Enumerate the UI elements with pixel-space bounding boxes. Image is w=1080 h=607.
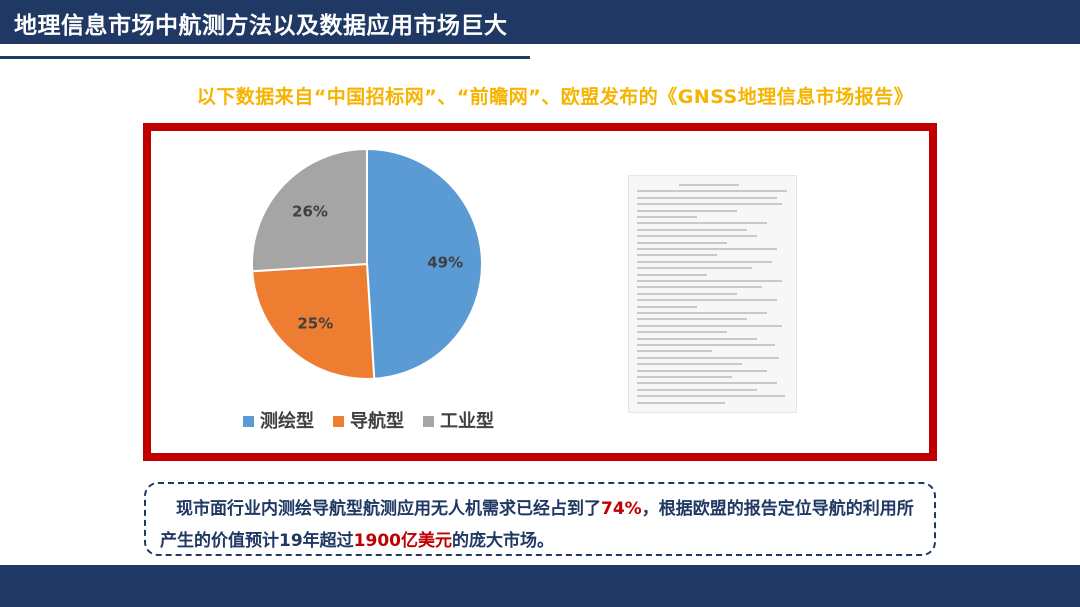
- legend-swatch: [333, 416, 344, 427]
- pie-chart: 49% 25% 26% 测绘型 导航型 工业型: [243, 147, 494, 432]
- document-text-line: [637, 337, 757, 340]
- document-text-line: [637, 312, 767, 314]
- pie-data-label: 26%: [292, 202, 328, 220]
- summary-note: 现市面行业内测绘导航型航测应用无人机需求已经占到了74%，根据欧盟的报告定位导航…: [144, 482, 936, 556]
- document-text-line: [637, 228, 747, 231]
- document-text-line: [637, 280, 782, 282]
- source-subtitle: 以下数据来自“中国招标网”、“前瞻网”、欧盟发布的《GNSS地理信息市场报告》: [196, 86, 914, 108]
- document-text-line: [637, 260, 772, 263]
- pie-data-label: 49%: [427, 254, 463, 272]
- document-text-line: [637, 401, 725, 404]
- document-text-line: [637, 331, 727, 334]
- pie-slice-测绘型: [366, 147, 483, 380]
- document-text-line: [637, 299, 777, 302]
- document-text-line: [637, 267, 752, 270]
- title-underline: [0, 56, 530, 59]
- document-text-line: [637, 382, 777, 385]
- footer-bar: [0, 565, 1080, 607]
- page-title: 地理信息市场中航测方法以及数据应用市场巨大: [14, 13, 508, 39]
- document-text-line: [637, 305, 697, 308]
- document-text-line: [679, 184, 739, 186]
- pie-slice-导航型: [251, 262, 376, 380]
- document-text-line: [637, 222, 767, 225]
- document-text-line: [637, 254, 717, 257]
- document-text-line: [637, 363, 742, 366]
- pie-data-label: 25%: [297, 315, 333, 333]
- legend-label: 测绘型: [260, 410, 314, 432]
- legend-label: 导航型: [350, 410, 404, 432]
- document-text-line: [637, 190, 787, 193]
- document-text-line: [637, 356, 779, 359]
- legend-label: 工业型: [440, 410, 494, 432]
- document-text-line: [637, 324, 782, 327]
- document-text-line: [637, 350, 712, 353]
- document-text-line: [637, 318, 747, 321]
- summary-highlight-value: 1900亿美元: [353, 531, 452, 551]
- summary-part-1: 现市面行业内测绘导航型航测应用无人机需求已经占到了: [176, 499, 601, 519]
- legend-swatch: [423, 416, 434, 427]
- document-text-line: [637, 292, 737, 295]
- document-text-line: [637, 369, 767, 372]
- document-text-line: [637, 376, 732, 378]
- document-text-line: [637, 235, 757, 238]
- pie-slice-工业型: [251, 147, 368, 273]
- document-text-line: [637, 196, 777, 199]
- summary-part-2: ，根据欧盟的报告定位导航的利用所产生的价值预计19年超过: [160, 499, 914, 551]
- document-text-line: [637, 344, 775, 346]
- document-text-line: [637, 273, 707, 276]
- document-text-line: [637, 248, 777, 250]
- document-text-line: [637, 388, 757, 391]
- summary-text: 现市面行业内测绘导航型航测应用无人机需求已经占到了74%，根据欧盟的报告定位导航…: [160, 493, 916, 557]
- document-text-line: [637, 286, 762, 289]
- document-text-line: [637, 241, 727, 244]
- summary-part-3: 的庞大市场。: [452, 531, 554, 551]
- report-document-image: [628, 175, 797, 413]
- summary-highlight-percent: 74%: [601, 499, 642, 519]
- document-text-line: [637, 209, 737, 212]
- document-text-line: [637, 216, 697, 218]
- chart-frame: 49% 25% 26% 测绘型 导航型 工业型: [143, 123, 937, 461]
- document-text-line: [637, 203, 782, 206]
- legend-swatch: [243, 416, 254, 427]
- title-bar: 地理信息市场中航测方法以及数据应用市场巨大: [0, 0, 1080, 44]
- document-text-line: [637, 395, 785, 398]
